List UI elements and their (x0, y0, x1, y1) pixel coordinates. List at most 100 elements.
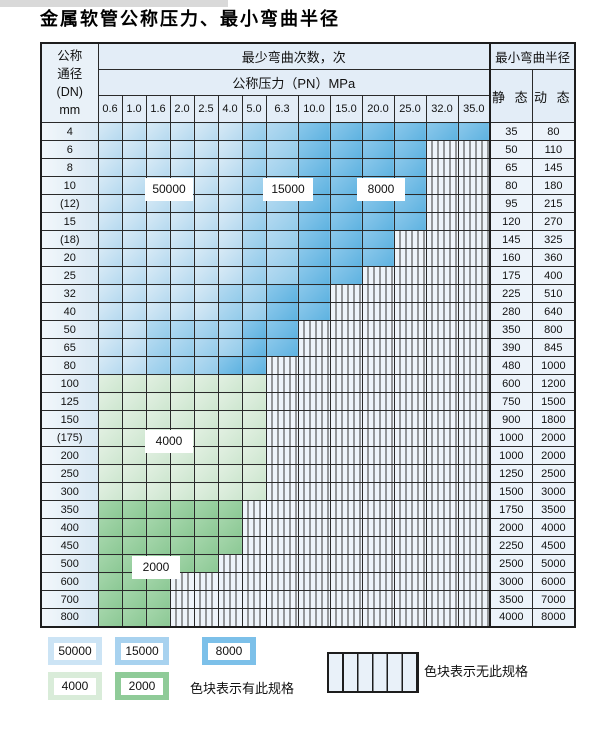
no-spec-cell (329, 302, 363, 321)
no-spec-cell (425, 356, 459, 375)
pressure-col-header: 2.0 (169, 95, 195, 123)
no-spec-cell (457, 536, 491, 555)
no-spec-cell (425, 572, 459, 591)
static-radius-cell: 160 (489, 248, 533, 267)
band-cell-4000 (241, 428, 267, 447)
dn-cell: 40 (40, 302, 99, 321)
band-cell-4000 (241, 410, 267, 429)
band-cell-50000 (97, 302, 123, 321)
scan-artifact-strip (0, 0, 228, 7)
no-spec-cell (425, 608, 459, 627)
band-cell-4000 (169, 464, 195, 483)
band-cell-4000 (193, 428, 219, 447)
no-spec-cell (329, 338, 363, 357)
band-cell-4000 (169, 392, 195, 411)
band-cell-8000 (361, 212, 395, 231)
no-spec-cell (393, 302, 427, 321)
band-cell-50000 (97, 266, 123, 285)
band-cell-8000 (297, 302, 331, 321)
band-cell-50000 (97, 122, 123, 141)
dynamic-radius-cell: 180 (531, 176, 576, 195)
no-spec-cell (297, 482, 331, 501)
band-cell-4000 (193, 374, 219, 393)
band-cell-2000 (217, 536, 243, 555)
dn-cell: 150 (40, 410, 99, 429)
band-cell-4000 (97, 374, 123, 393)
no-spec-cell (425, 140, 459, 159)
pressure-col-header: 15.0 (329, 95, 363, 123)
no-spec-cell (425, 374, 459, 393)
band-cell-50000 (121, 320, 147, 339)
no-spec-cell (329, 518, 363, 537)
band-cell-50000 (121, 176, 147, 195)
band-cell-50000 (193, 158, 219, 177)
band-cell-15000 (241, 284, 267, 303)
static-radius-cell: 50 (489, 140, 533, 159)
no-spec-cell (297, 428, 331, 447)
dynamic-radius-cell: 7000 (531, 590, 576, 609)
no-spec-cell (457, 446, 491, 465)
static-radius-cell: 1750 (489, 500, 533, 519)
band-cell-50000 (97, 230, 123, 249)
no-spec-cell (425, 194, 459, 213)
static-radius-cell: 1500 (489, 482, 533, 501)
no-spec-cell (361, 554, 395, 573)
no-spec-cell (265, 428, 299, 447)
static-radius-cell: 2500 (489, 554, 533, 573)
no-spec-cell (457, 140, 491, 159)
static-radius-cell: 350 (489, 320, 533, 339)
no-spec-cell (393, 572, 427, 591)
band-cell-4000 (193, 392, 219, 411)
band-cell-2000 (97, 518, 123, 537)
band-cell-2000 (121, 518, 147, 537)
band-cell-15000 (241, 212, 267, 231)
band-cell-2000 (145, 608, 171, 627)
static-radius-cell: 1000 (489, 428, 533, 447)
band-cell-2000 (121, 590, 147, 609)
legend-unavailable-note: 色块表示无此规格 (424, 664, 529, 679)
band-cell-15000 (193, 338, 219, 357)
table-row: 100 600 1200 (40, 374, 576, 393)
static-radius-cell: 175 (489, 266, 533, 285)
no-spec-cell (265, 392, 299, 411)
band-cell-4000 (121, 464, 147, 483)
dynamic-radius-cell: 4000 (531, 518, 576, 537)
band-cell-8000 (329, 266, 363, 285)
no-spec-cell (265, 410, 299, 429)
no-spec-cell (361, 464, 395, 483)
band-cell-4000 (217, 482, 243, 501)
no-spec-cell (393, 482, 427, 501)
no-spec-cell (393, 392, 427, 411)
dynamic-radius-cell: 360 (531, 248, 576, 267)
legend-swatch-label: 50000 (54, 642, 96, 660)
band-cell-50000 (193, 176, 219, 195)
no-spec-cell (457, 482, 491, 501)
static-radius-cell: 900 (489, 410, 533, 429)
pressure-col-header: 25.0 (393, 95, 427, 123)
legend-swatch-label: 2000 (121, 677, 163, 695)
no-spec-cell (241, 590, 267, 609)
dn-cell: 250 (40, 464, 99, 483)
band-cell-4000 (145, 464, 171, 483)
header-min-radius: 最小弯曲半径 (489, 42, 576, 70)
dynamic-radius-cell: 3500 (531, 500, 576, 519)
no-spec-cell (217, 572, 243, 591)
static-radius-cell: 390 (489, 338, 533, 357)
band-cell-8000 (265, 338, 299, 357)
table-row: 50 350 800 (40, 320, 576, 339)
band-cell-4000 (241, 482, 267, 501)
band-cell-8000 (265, 302, 299, 321)
no-spec-cell (425, 230, 459, 249)
band-cell-50000 (169, 302, 195, 321)
band-cell-50000 (121, 230, 147, 249)
no-spec-cell (241, 608, 267, 627)
dn-cell: 25 (40, 266, 99, 285)
spec-table-wrapper: 公称 通径 (DN) mm 最少弯曲次数，次 最小弯曲半径 公称压力（PN）MP… (40, 42, 577, 628)
no-spec-cell (217, 590, 243, 609)
no-spec-cell (393, 428, 427, 447)
no-spec-cell (393, 248, 427, 267)
legend-swatch-label: 8000 (208, 642, 250, 660)
no-spec-cell (297, 518, 331, 537)
band-cell-4000 (169, 410, 195, 429)
no-spec-cell (425, 446, 459, 465)
